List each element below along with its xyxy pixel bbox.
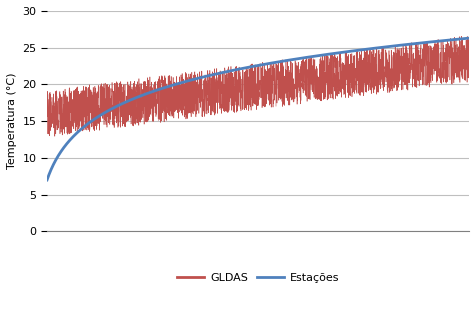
Legend: GLDAS, Estações: GLDAS, Estações [172, 269, 344, 288]
Y-axis label: Temperatura (°C): Temperatura (°C) [7, 73, 17, 169]
